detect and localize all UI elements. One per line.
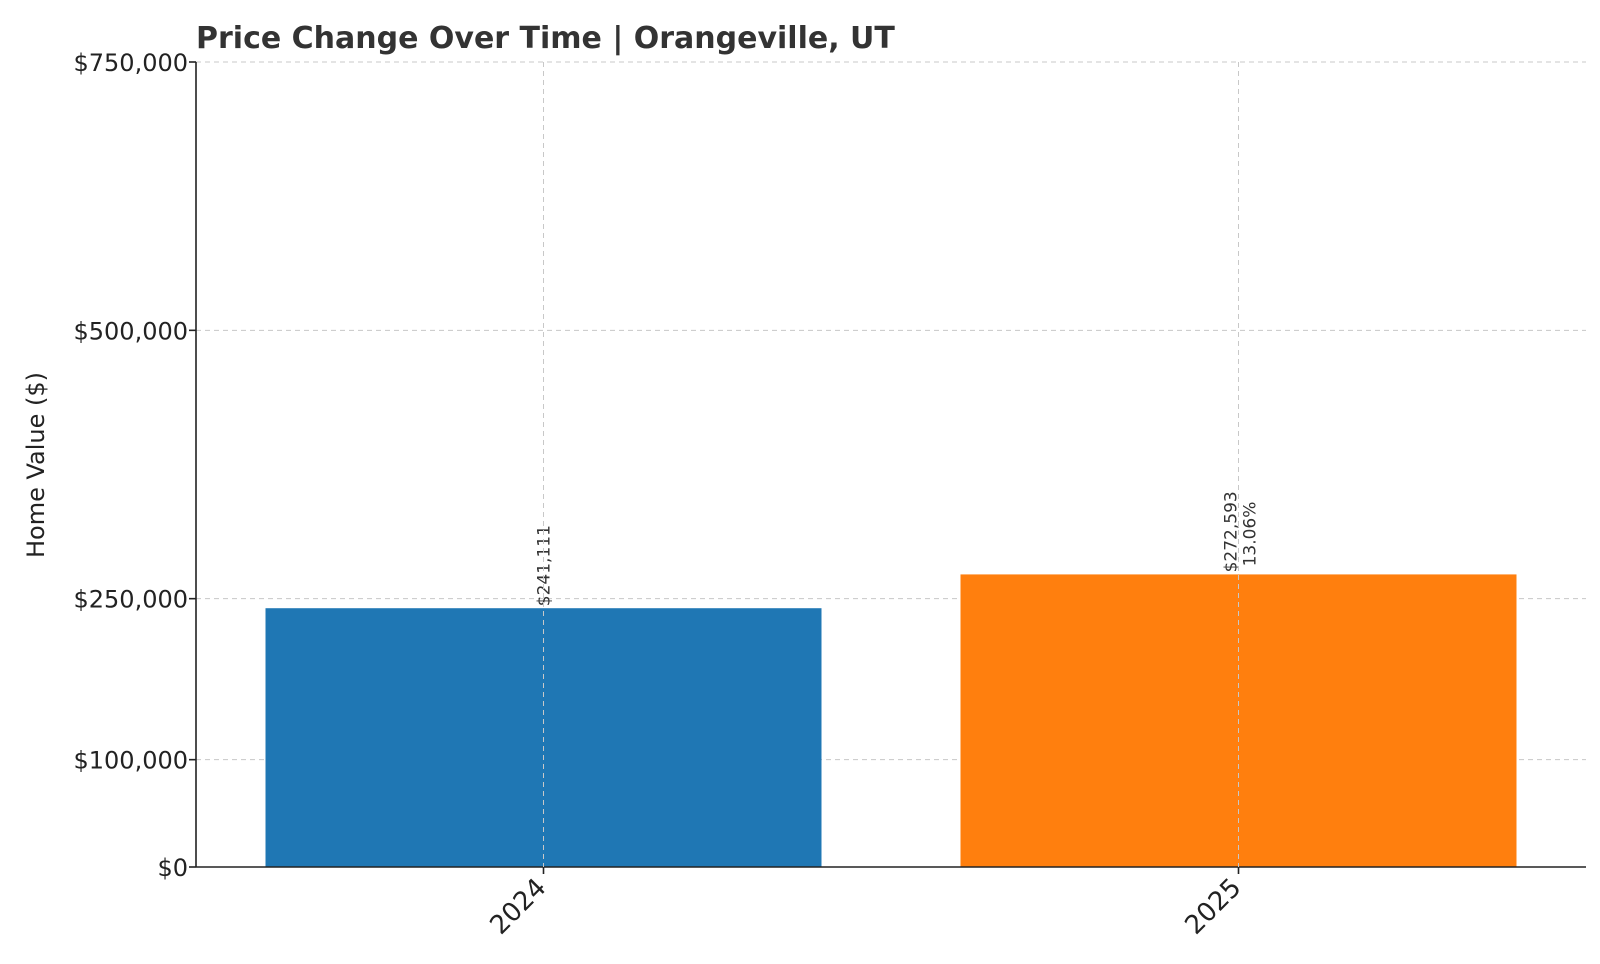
x-tick-label-2025: 2025 [1179, 873, 1247, 941]
y-tick-label: $500,000 [73, 317, 188, 345]
chart-title: Price Change Over Time | Orangeville, UT [196, 21, 895, 56]
y-tick-label: $750,000 [73, 49, 188, 77]
y-tick-label: $250,000 [73, 586, 188, 614]
label-layer: $0 $100,000 $250,000 $500,000 $750,000 2024 20… [73, 49, 1260, 941]
y-axis-label: Home Value ($) [22, 372, 50, 558]
change-label-2025: 13.06% [1241, 502, 1261, 567]
value-label-2024: $241,111 [535, 525, 555, 606]
axis-layer [189, 61, 1586, 874]
y-tick-label: $0 [157, 854, 188, 882]
x-tick-label-2024: 2024 [484, 873, 552, 941]
bar-layer [265, 574, 1517, 867]
value-label-2025: $272,593 [1222, 491, 1242, 572]
grid-layer [196, 61, 1586, 761]
y-tick-label: $100,000 [73, 747, 188, 775]
